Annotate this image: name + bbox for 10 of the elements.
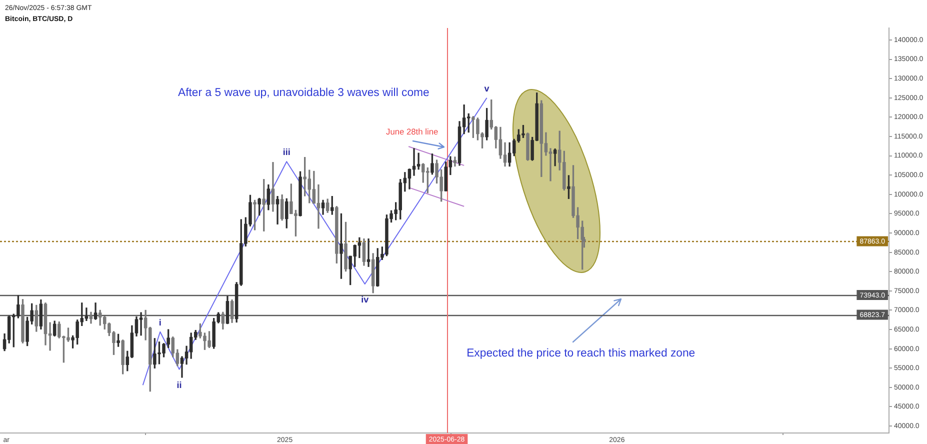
annotation: v <box>484 83 490 94</box>
candlestick <box>139 312 143 336</box>
annotation: June 28th line <box>386 126 438 136</box>
candlestick <box>276 196 280 224</box>
annotation: i <box>158 317 162 328</box>
annotation: iii <box>282 147 290 158</box>
annotation: Expected the price to reach this marked zone <box>466 347 696 360</box>
annotation: After a 5 wave up, unavoidable 3 waves will come <box>178 87 430 100</box>
annotation: ii <box>176 380 182 390</box>
annotation: iv <box>361 294 369 304</box>
